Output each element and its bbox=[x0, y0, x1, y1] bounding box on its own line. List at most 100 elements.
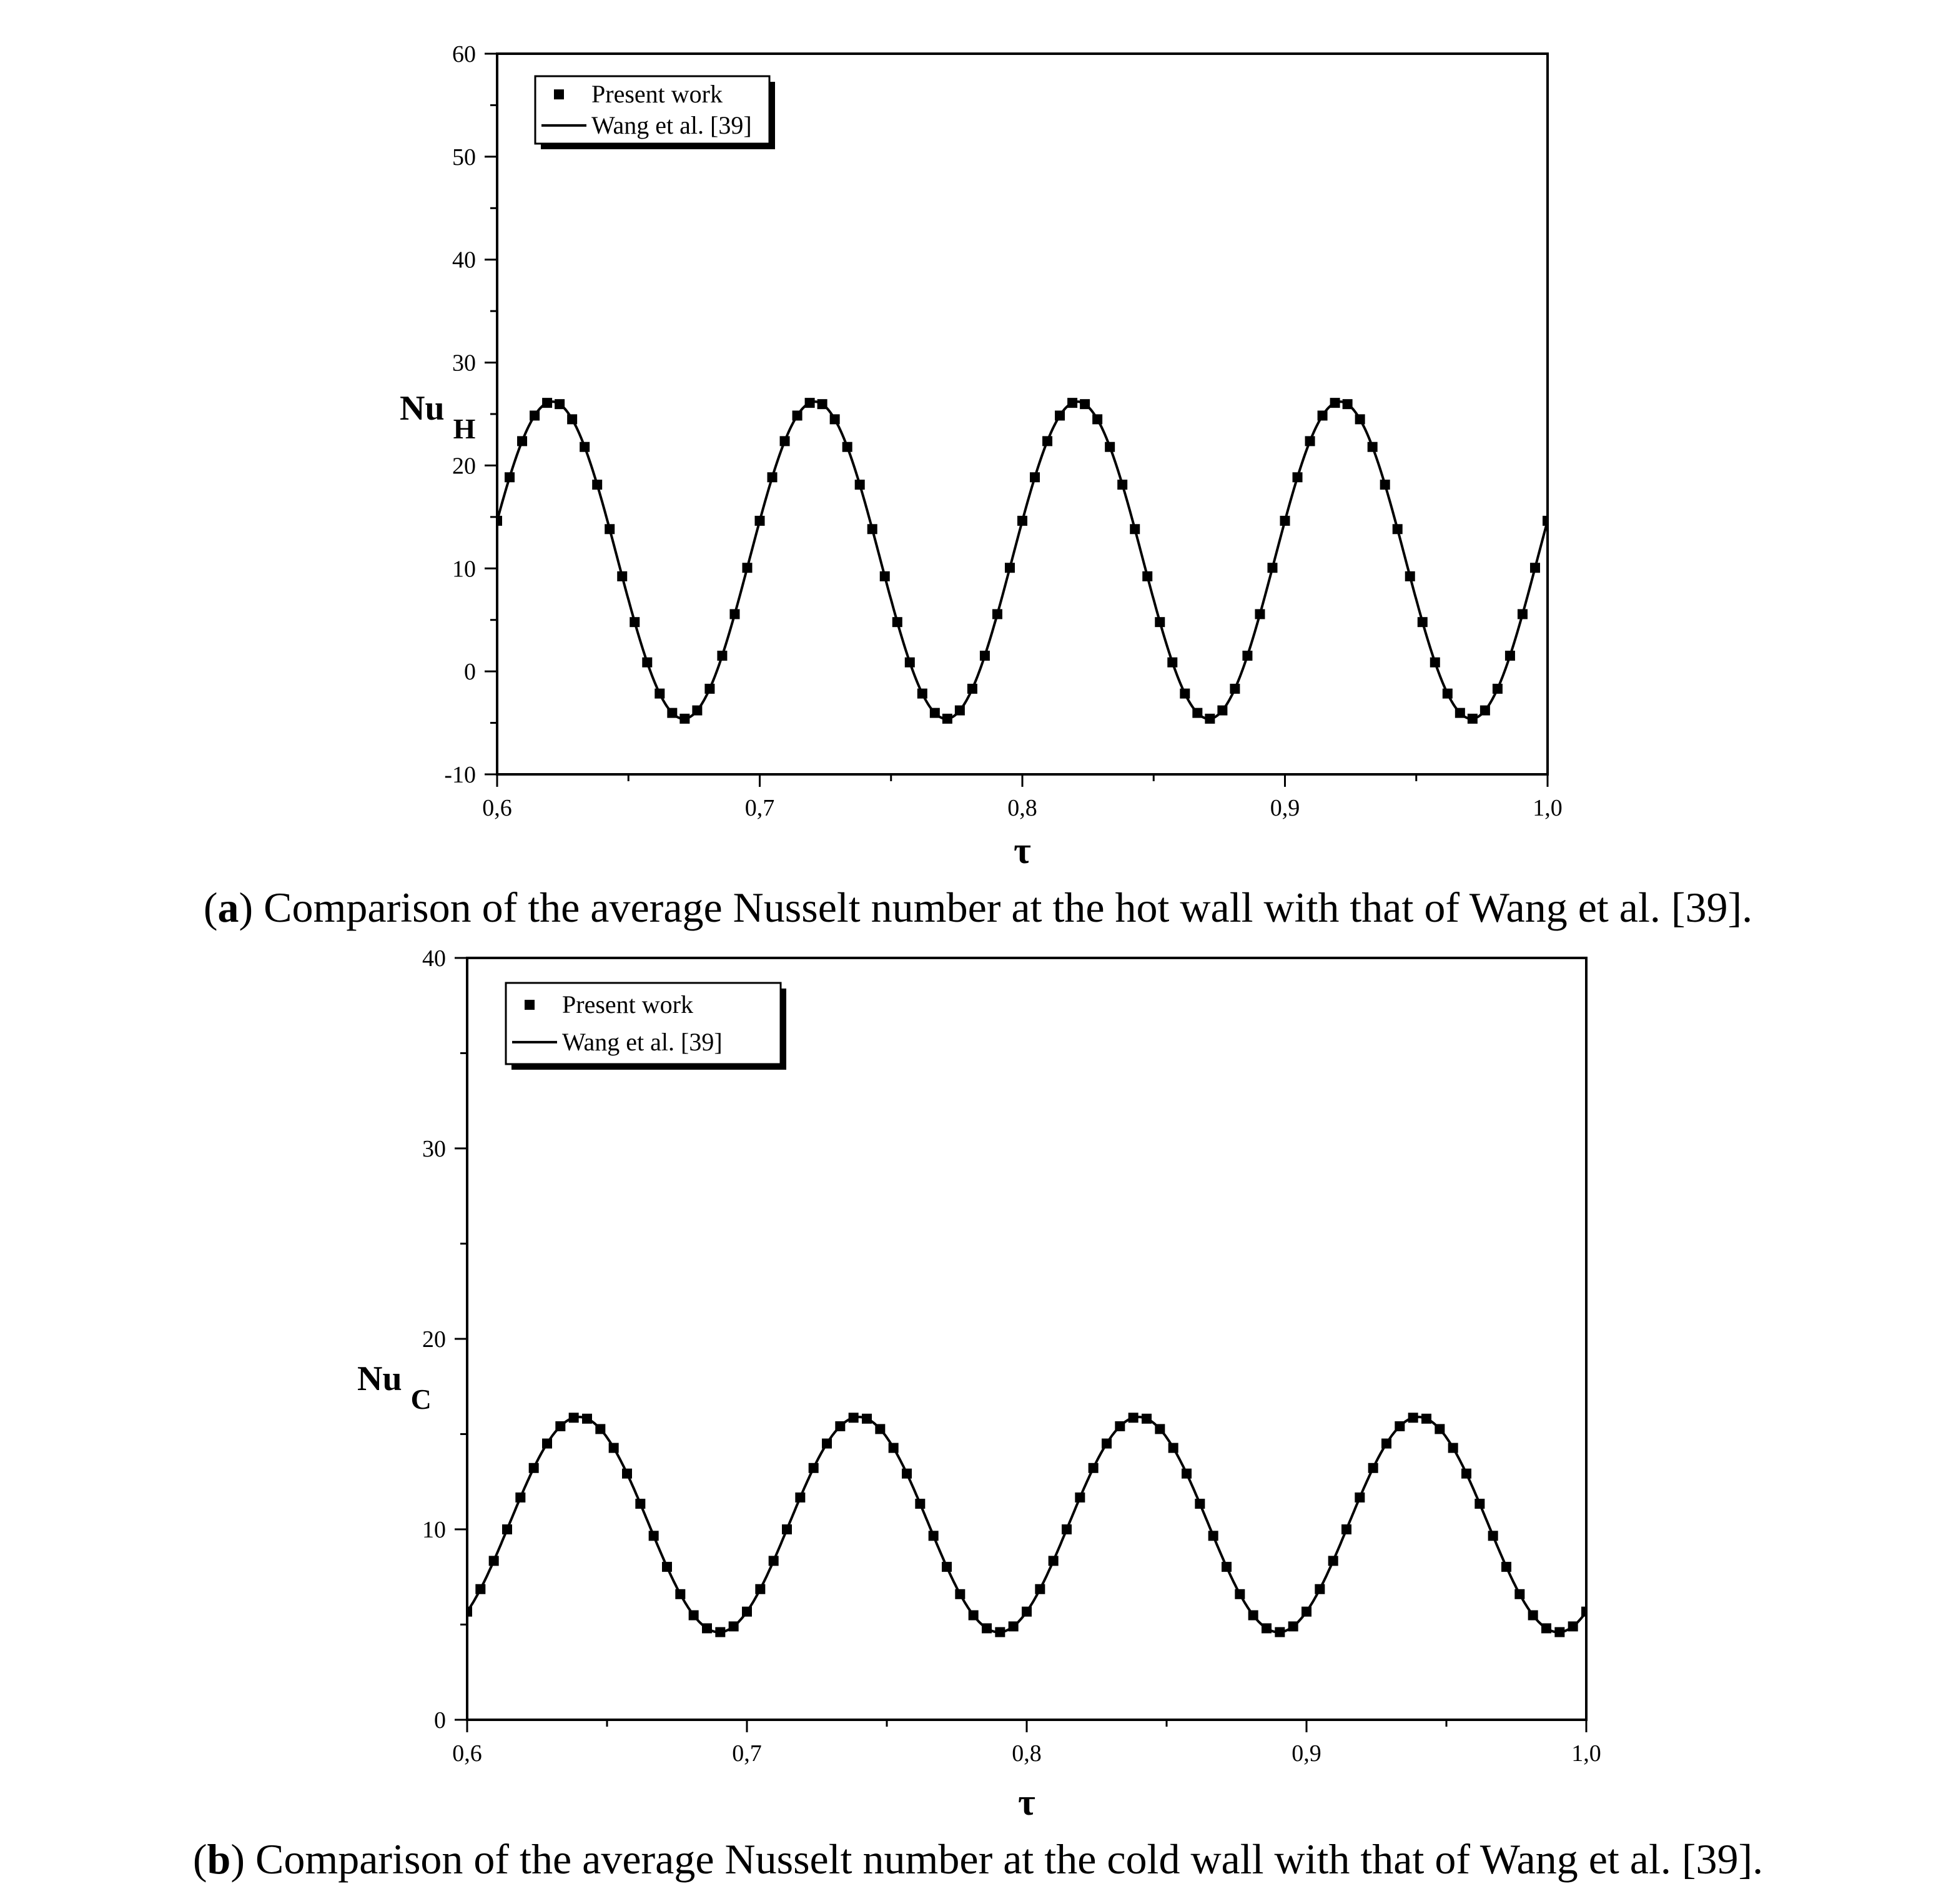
data-point bbox=[630, 617, 640, 628]
data-point bbox=[702, 1623, 712, 1634]
data-point bbox=[608, 1443, 619, 1453]
data-point bbox=[1280, 515, 1290, 526]
data-point bbox=[555, 399, 565, 410]
data-point bbox=[1275, 1627, 1285, 1637]
data-point bbox=[654, 688, 665, 699]
plot-frame bbox=[466, 957, 1588, 1721]
data-point bbox=[1182, 1468, 1192, 1479]
data-point bbox=[542, 398, 553, 408]
data-point bbox=[1048, 1556, 1059, 1566]
data-point bbox=[662, 1562, 672, 1572]
data-point bbox=[675, 1589, 686, 1599]
data-point bbox=[1328, 1556, 1338, 1566]
y-axis-title: Nu C bbox=[357, 1359, 432, 1415]
data-point bbox=[1088, 1463, 1099, 1473]
data-point bbox=[817, 399, 827, 410]
data-point bbox=[1392, 524, 1403, 535]
data-point bbox=[1302, 1606, 1311, 1617]
y-tick-label: 20 bbox=[422, 1326, 446, 1353]
data-point bbox=[1367, 441, 1378, 452]
data-point bbox=[1092, 414, 1103, 425]
data-point bbox=[835, 1421, 846, 1431]
data-point bbox=[1504, 650, 1515, 661]
data-point bbox=[967, 683, 977, 694]
data-point bbox=[635, 1499, 646, 1509]
legend-box bbox=[505, 982, 782, 1065]
data-point bbox=[782, 1524, 792, 1535]
legend-label-wang: Wang et al. [39] bbox=[562, 1028, 723, 1056]
data-point bbox=[755, 1584, 766, 1594]
data-point bbox=[1355, 1492, 1365, 1503]
series-line-wang bbox=[497, 400, 1548, 721]
data-point bbox=[1080, 399, 1090, 410]
data-point bbox=[1342, 399, 1353, 410]
data-point bbox=[955, 1589, 966, 1599]
data-point bbox=[1267, 563, 1278, 573]
data-point bbox=[622, 1468, 632, 1479]
x-tick-label: 0,6 bbox=[452, 1740, 482, 1767]
data-point bbox=[1380, 480, 1390, 490]
legend: Present work Wang et al. [39] bbox=[534, 75, 775, 149]
y-tick-label: 0 bbox=[434, 1707, 446, 1734]
data-point bbox=[528, 1463, 539, 1473]
data-point bbox=[715, 1627, 726, 1637]
data-point bbox=[728, 1621, 739, 1632]
data-point bbox=[1042, 436, 1053, 446]
legend-marker-present-work bbox=[554, 89, 564, 100]
caption-a-label: a bbox=[217, 884, 239, 931]
data-point bbox=[648, 1531, 659, 1541]
data-point bbox=[515, 1492, 526, 1503]
caption-a: (a) Comparison of the average Nusselt nu… bbox=[203, 884, 1753, 931]
data-point bbox=[1341, 1524, 1351, 1535]
data-point bbox=[1492, 683, 1503, 694]
data-point bbox=[992, 609, 1002, 619]
data-point bbox=[617, 571, 628, 581]
data-point bbox=[1142, 571, 1153, 581]
y-tick-label: 0 bbox=[464, 659, 476, 685]
data-point bbox=[605, 524, 615, 535]
data-point bbox=[642, 657, 653, 668]
data-point bbox=[892, 617, 902, 628]
x-tick-label: 0,8 bbox=[1007, 795, 1037, 821]
data-point bbox=[942, 713, 952, 724]
data-point bbox=[982, 1623, 992, 1634]
data-point bbox=[808, 1463, 819, 1473]
data-point bbox=[542, 1438, 552, 1449]
data-point bbox=[1430, 657, 1440, 668]
legend-label-present-work: Present work bbox=[591, 80, 723, 108]
data-point bbox=[729, 609, 740, 619]
data-point bbox=[1035, 1584, 1045, 1594]
data-point bbox=[1235, 1589, 1245, 1599]
data-point bbox=[1222, 1562, 1232, 1572]
data-point bbox=[502, 1524, 512, 1535]
data-point bbox=[1421, 1413, 1431, 1424]
x-axis-title: τ bbox=[1018, 1782, 1035, 1823]
chart-a: 0,6 0,7 0,8 0,9 1,0 -10 0 10 20 30 40 50 60 τ NuH Prese… bbox=[400, 41, 1563, 871]
data-point bbox=[848, 1413, 859, 1423]
chart-b: 0,6 0,7 0,8 0,9 1,0 0 10 20 30 40 τ Nu C Present work… bbox=[357, 945, 1601, 1823]
data-point bbox=[779, 436, 790, 446]
data-point bbox=[1262, 1623, 1272, 1634]
y-tick-label: 50 bbox=[452, 144, 476, 170]
data-point bbox=[795, 1492, 806, 1503]
data-point bbox=[530, 410, 540, 421]
data-point bbox=[1488, 1531, 1498, 1541]
data-point bbox=[1442, 688, 1453, 699]
data-point bbox=[767, 472, 778, 483]
data-point bbox=[1017, 515, 1027, 526]
caption-b: (b) Comparison of the average Nusselt nu… bbox=[192, 1835, 1764, 1883]
data-point bbox=[704, 683, 715, 694]
data-point bbox=[1008, 1621, 1019, 1632]
data-point bbox=[692, 705, 703, 716]
data-point bbox=[804, 398, 815, 408]
data-point bbox=[1180, 688, 1190, 699]
legend: Present work Wang et al. [39] bbox=[505, 982, 786, 1070]
data-point bbox=[875, 1424, 886, 1434]
x-axis-title: τ bbox=[1014, 830, 1031, 871]
data-point bbox=[555, 1421, 566, 1431]
data-point bbox=[1448, 1443, 1458, 1453]
data-point bbox=[879, 571, 890, 581]
data-point bbox=[475, 1584, 486, 1594]
data-point bbox=[822, 1438, 832, 1449]
data-point bbox=[679, 713, 690, 724]
